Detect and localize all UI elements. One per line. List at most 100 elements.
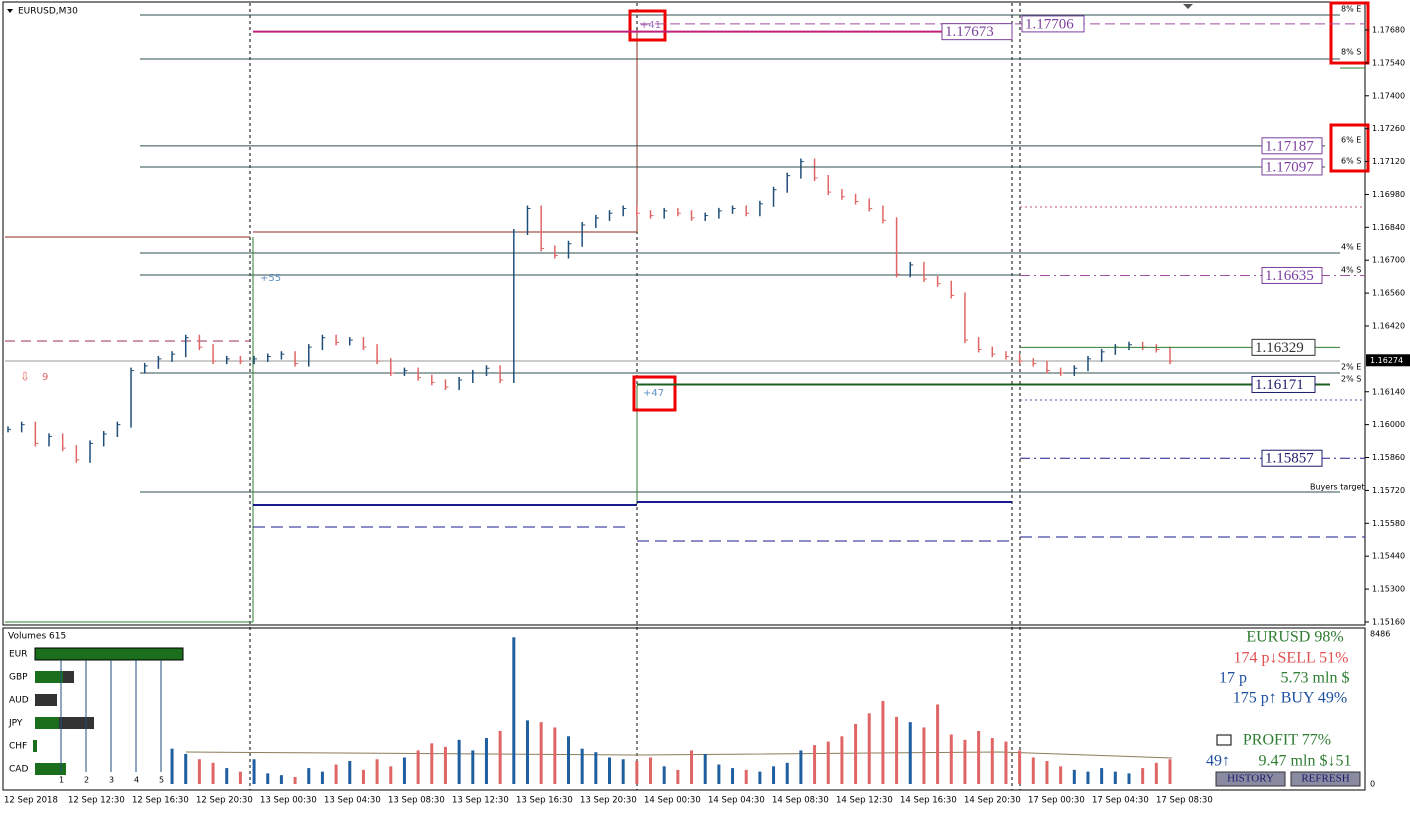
volume-bar bbox=[252, 759, 256, 784]
strength-bar bbox=[35, 694, 57, 706]
level-box bbox=[1261, 137, 1323, 155]
volume-bar bbox=[731, 768, 735, 784]
y-tick-label: 1.15300 bbox=[1372, 585, 1405, 594]
strength-bar bbox=[35, 717, 59, 729]
volume-bar bbox=[744, 769, 748, 784]
stat-profit: PROFIT 77% bbox=[1243, 732, 1331, 749]
volume-title: Volumes 615 bbox=[8, 632, 66, 642]
stat-count: 49↑ bbox=[1206, 753, 1230, 770]
volume-bar bbox=[307, 768, 311, 784]
scale-number: 5 bbox=[159, 776, 164, 785]
volume-bar bbox=[1154, 762, 1158, 784]
symbol: EURUSD,M30 bbox=[18, 7, 78, 17]
volume-bar bbox=[1072, 769, 1076, 784]
annotation: +47 bbox=[643, 388, 664, 399]
level-box bbox=[1261, 449, 1323, 467]
menu-arrow[interactable] bbox=[7, 9, 13, 13]
volume-bar bbox=[799, 750, 803, 784]
scale-number: 3 bbox=[109, 776, 114, 785]
y-tick-label: 1.17540 bbox=[1372, 58, 1405, 67]
volume-bar bbox=[635, 761, 639, 784]
y-tick-label: 1.16980 bbox=[1372, 190, 1405, 199]
volume-bar bbox=[1127, 773, 1131, 784]
volume-bar bbox=[703, 753, 707, 784]
stat-buy: 175 p↑ BUY 49% bbox=[1233, 690, 1348, 707]
strength-bar bbox=[63, 671, 74, 683]
volume-bar bbox=[334, 764, 338, 784]
button-label[interactable]: REFRESH bbox=[1301, 773, 1349, 785]
volume-bar bbox=[1059, 766, 1063, 784]
level-box bbox=[1261, 158, 1323, 176]
volume-bar bbox=[525, 720, 529, 784]
volume-bar bbox=[936, 704, 940, 784]
volume-bar bbox=[580, 748, 584, 784]
x-tick-label: 12 Sep 12:30 bbox=[68, 796, 125, 806]
currency-label: CAD bbox=[9, 765, 28, 775]
button[interactable] bbox=[1290, 771, 1361, 787]
zone-label: 4% S bbox=[1341, 266, 1361, 275]
zone-label: 6% S bbox=[1341, 157, 1361, 166]
arrow-icon: ⇩ bbox=[20, 370, 30, 384]
scale-number: 1 bbox=[59, 776, 64, 785]
y-tick-label: 1.16560 bbox=[1372, 289, 1405, 298]
y-tick-label: 1.16140 bbox=[1372, 387, 1405, 396]
volume-bar bbox=[566, 736, 570, 784]
currency-label: JPY bbox=[8, 719, 23, 729]
y-tick-label: 1.16840 bbox=[1372, 223, 1405, 232]
level-box bbox=[1261, 266, 1323, 284]
volume-bar bbox=[402, 757, 406, 784]
annotation: +41 bbox=[640, 20, 661, 31]
volume-bar bbox=[512, 637, 516, 784]
x-tick-label: 13 Sep 00:30 bbox=[260, 796, 317, 806]
volume-bar bbox=[949, 734, 953, 784]
volume-bar bbox=[662, 766, 666, 784]
volume-bar bbox=[649, 757, 653, 784]
y-tick-label: 1.17400 bbox=[1372, 91, 1405, 100]
volume-bar bbox=[1004, 741, 1008, 784]
strength-bar bbox=[33, 740, 37, 752]
currency-label: GBP bbox=[9, 673, 28, 683]
stat-pips: 17 p bbox=[1219, 670, 1247, 687]
volume-bar bbox=[621, 759, 625, 784]
x-tick-label: 14 Sep 08:30 bbox=[772, 796, 829, 806]
x-tick-label: 12 Sep 20:30 bbox=[196, 796, 253, 806]
button[interactable] bbox=[1215, 771, 1286, 787]
volume-bar bbox=[225, 768, 229, 784]
scale-number: 4 bbox=[134, 776, 139, 785]
volume-bar bbox=[990, 738, 994, 784]
highlight-boxes bbox=[628, 1, 1370, 412]
x-tick-label: 14 Sep 16:30 bbox=[900, 796, 957, 806]
stat-summary: 9.47 mln $↓51 bbox=[1259, 753, 1352, 770]
x-tick-label: 13 Sep 12:30 bbox=[452, 796, 509, 806]
y-tick-label: 1.17680 bbox=[1372, 26, 1405, 35]
volume-bar bbox=[963, 739, 967, 784]
x-tick-label: 14 Sep 20:30 bbox=[964, 796, 1021, 806]
volume-bar bbox=[457, 739, 461, 784]
strength-bar bbox=[59, 717, 94, 729]
x-tick-label: 14 Sep 00:30 bbox=[644, 796, 701, 806]
level-label: 1.16329 bbox=[1255, 340, 1304, 356]
y-tick-label: 1.15160 bbox=[1372, 617, 1405, 626]
x-tick-label: 13 Sep 04:30 bbox=[324, 796, 381, 806]
level-label: 1.16635 bbox=[1265, 268, 1314, 284]
button-label[interactable]: HISTORY bbox=[1227, 773, 1274, 785]
level-label: 1.17187 bbox=[1265, 138, 1314, 154]
annotation: 9 bbox=[42, 372, 48, 383]
volume-bar bbox=[389, 766, 393, 784]
volume-bar bbox=[813, 745, 817, 784]
strength-bar bbox=[34, 647, 184, 661]
x-tick-label: 12 Sep 16:30 bbox=[132, 796, 189, 806]
x-tick-label: 12 Sep 2018 bbox=[4, 796, 58, 806]
volume-max: 8486 bbox=[1370, 630, 1390, 639]
volume-bar bbox=[977, 730, 981, 784]
volume-bar bbox=[361, 769, 365, 784]
volume-bar bbox=[1141, 768, 1145, 784]
x-tick-label: 14 Sep 04:30 bbox=[708, 796, 765, 806]
y-tick-label: 1.15580 bbox=[1372, 519, 1405, 528]
volume-bar bbox=[471, 750, 475, 784]
volume-bar bbox=[293, 776, 297, 784]
volume-bar bbox=[238, 771, 242, 784]
x-tick-label: 17 Sep 00:30 bbox=[1028, 796, 1085, 806]
session-separators bbox=[249, 3, 1021, 790]
